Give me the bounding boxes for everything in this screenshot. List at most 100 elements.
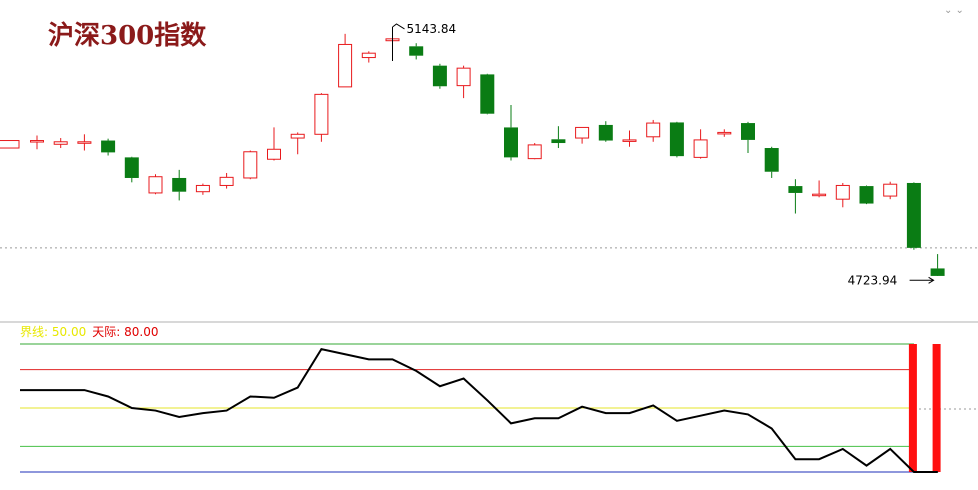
candle-body xyxy=(669,122,684,157)
candle xyxy=(456,65,471,99)
indicator-panel xyxy=(20,343,978,473)
candle xyxy=(788,179,803,214)
candle xyxy=(527,143,542,160)
candle xyxy=(741,121,755,154)
candle xyxy=(172,169,187,201)
candle xyxy=(219,172,234,189)
chart-title: 沪深300指数 xyxy=(48,21,207,51)
candle xyxy=(195,183,210,195)
candle xyxy=(598,121,613,142)
candle xyxy=(338,33,353,88)
indicator-line xyxy=(20,347,938,473)
candle xyxy=(717,129,732,137)
candle xyxy=(53,138,68,149)
candle xyxy=(764,146,779,178)
candle-body xyxy=(527,144,542,160)
candle-body xyxy=(314,93,329,135)
signal-markers-group xyxy=(908,344,941,472)
candle xyxy=(101,138,116,156)
candle-body xyxy=(30,140,44,143)
candle-body xyxy=(835,184,850,200)
candle xyxy=(551,126,566,149)
candle xyxy=(575,126,590,144)
candle-body xyxy=(598,124,613,141)
candle xyxy=(669,121,684,158)
legend-tianji-label: 天际 xyxy=(92,325,116,339)
candle xyxy=(361,51,376,63)
candle-body xyxy=(693,139,708,158)
candle xyxy=(124,156,139,183)
candle xyxy=(883,181,898,200)
low-annotation: 4723.94 xyxy=(848,273,935,287)
candle xyxy=(409,43,424,60)
candle-body xyxy=(456,67,471,87)
candle xyxy=(243,150,258,180)
legend-jiexian-value: 50.00 xyxy=(52,325,86,339)
candle-body xyxy=(622,139,637,142)
high-annotation: 5143.84 xyxy=(392,22,457,61)
candle-body xyxy=(930,268,945,276)
candle-body xyxy=(480,74,495,114)
candle-body xyxy=(409,46,424,56)
low-arrow-icon xyxy=(909,276,935,284)
candle-body xyxy=(883,183,898,197)
candle xyxy=(835,182,850,208)
candle-body xyxy=(195,184,210,193)
candle xyxy=(314,93,329,142)
candle xyxy=(290,132,305,155)
candle-body xyxy=(267,148,281,160)
candle-body xyxy=(172,177,187,192)
legend-colon: : xyxy=(116,325,124,339)
candle xyxy=(812,180,827,198)
candle xyxy=(906,182,921,250)
low-label: 4723.94 xyxy=(848,273,898,287)
window-controls-icon[interactable]: ⌄ ⌄ xyxy=(944,5,964,16)
candle-body xyxy=(361,52,376,59)
candle-body xyxy=(243,151,258,179)
candle-body xyxy=(53,141,68,145)
candle xyxy=(693,129,708,159)
candle-body xyxy=(859,186,874,204)
candle-body xyxy=(504,127,518,158)
high-arrow-icon xyxy=(392,23,405,61)
legend-colon: : xyxy=(44,325,52,339)
candle xyxy=(622,130,637,147)
level-lines-group xyxy=(20,343,914,473)
candle-body xyxy=(432,65,447,87)
candle-body xyxy=(77,141,92,144)
signal-marker-bar xyxy=(932,344,941,472)
legend-jiexian-label: 界线 xyxy=(20,325,44,339)
signal-marker-bar xyxy=(908,344,917,472)
candle xyxy=(30,135,44,150)
legend-tianji-value: 80.00 xyxy=(124,325,158,339)
candle-body xyxy=(646,122,661,138)
candle-body xyxy=(788,186,803,193)
candle xyxy=(77,134,92,151)
candle xyxy=(148,174,163,195)
candle-body xyxy=(148,176,163,194)
candle-body xyxy=(717,131,732,135)
candle-body xyxy=(101,140,116,153)
candles-group xyxy=(0,26,945,276)
price-panel: 5143.84 4723.94 xyxy=(0,22,978,287)
candle-body xyxy=(906,182,921,248)
indicator-legend: 界线: 50.00 天际: 80.00 xyxy=(20,325,158,339)
candle-body xyxy=(338,43,353,88)
candle-body xyxy=(812,193,827,197)
candle xyxy=(267,127,281,161)
candle-body xyxy=(741,123,755,140)
high-label: 5143.84 xyxy=(407,22,457,36)
clipped-candle-body xyxy=(0,140,20,149)
candle-body xyxy=(575,126,590,139)
candle xyxy=(930,254,945,276)
candle-body xyxy=(290,133,305,139)
candle xyxy=(504,104,518,161)
candle-body xyxy=(219,176,234,186)
candle xyxy=(646,119,661,142)
candle-body xyxy=(124,157,139,178)
candle xyxy=(432,63,447,89)
candle xyxy=(480,73,495,115)
indicator-points-group xyxy=(36,348,939,473)
candle-body xyxy=(764,148,779,172)
